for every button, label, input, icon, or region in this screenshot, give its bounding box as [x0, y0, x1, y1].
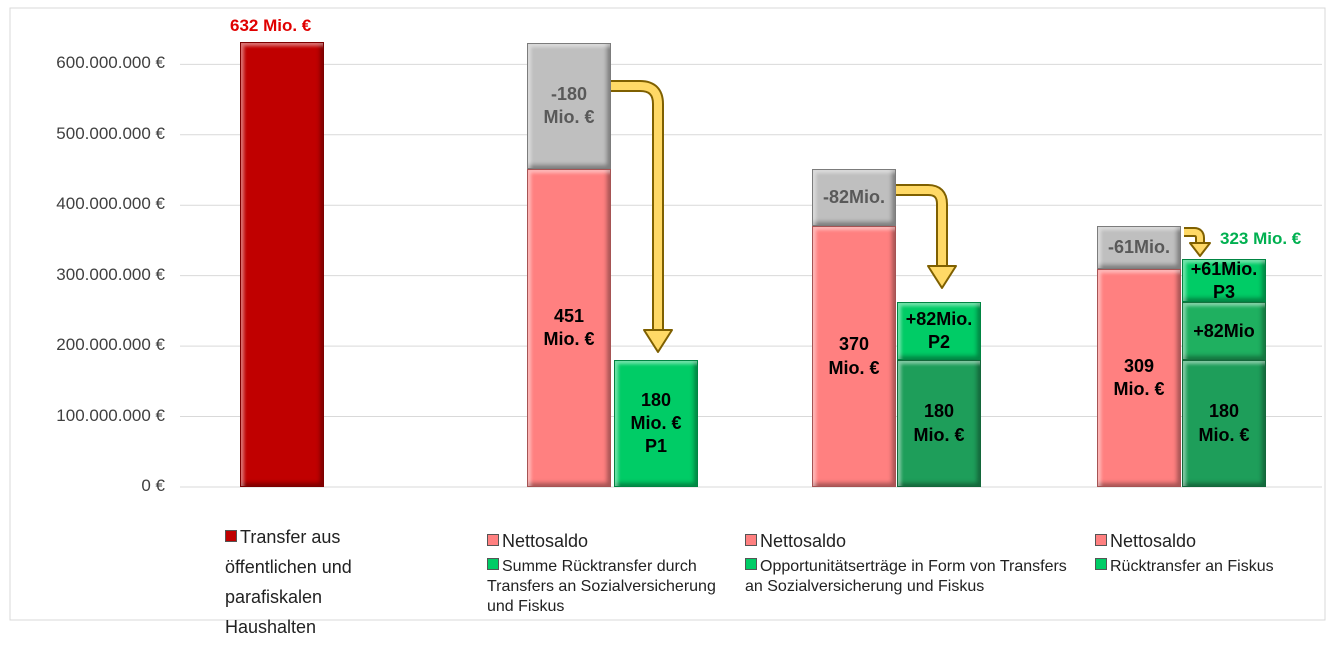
- legend-label: Rücktransfer an Fiskus: [1110, 558, 1274, 575]
- legend-entry: Nettosaldo: [1095, 530, 1335, 553]
- arrow: [895, 184, 948, 268]
- value-label: +61Mio. P3: [1190, 258, 1258, 302]
- bar-segment: 180 Mio. €: [1182, 360, 1266, 487]
- legend-label: Summe Rücktransfer durch Transfers an So…: [487, 558, 716, 615]
- bar-segment: 309 Mio. €: [1097, 269, 1181, 487]
- legend-entry: Opportunitätserträge in Form von Transfe…: [745, 557, 1085, 597]
- y-tick-label: 600.000.000 €: [56, 53, 165, 73]
- legend-label: Nettosaldo: [1110, 531, 1197, 551]
- legend-entry: Summe Rücktransfer durch Transfers an So…: [487, 557, 717, 617]
- y-tick-label: 400.000.000 €: [56, 194, 165, 214]
- bar-segment: -180 Mio. €: [527, 42, 611, 170]
- y-tick-label: 500.000.000 €: [56, 123, 165, 143]
- bar-segment: 370 Mio. €: [812, 226, 896, 487]
- y-tick-label: 0 €: [141, 476, 165, 495]
- value-label: -180 Mio. €: [543, 83, 595, 127]
- legend-swatch: [487, 558, 499, 570]
- value-label: 180 Mio. € P1: [630, 389, 682, 457]
- legend-label: Opportunitätserträge in Form von Transfe…: [745, 558, 1067, 595]
- value-label: -82Mio.: [823, 186, 886, 207]
- bar-segment: 180 Mio. €: [897, 360, 981, 487]
- legend-entry: Nettosaldo: [487, 530, 717, 553]
- value-label: +82Mio: [1193, 320, 1255, 341]
- value-label: 180 Mio. €: [1198, 401, 1250, 445]
- value-label: +82Mio. P2: [905, 308, 973, 353]
- bar-segment: [240, 41, 324, 487]
- arrow: [1184, 229, 1203, 244]
- legend-swatch: [1095, 558, 1107, 570]
- y-tick-label: 200.000.000 €: [56, 335, 165, 355]
- legend-swatch: [745, 534, 757, 546]
- bar-segment: +61Mio. P3: [1182, 259, 1266, 303]
- chart-border: [9, 7, 1326, 621]
- arrows: [590, 80, 1211, 353]
- legend-swatch: [487, 534, 499, 546]
- bar-segment: 180 Mio. € P1: [614, 360, 698, 487]
- legend-entry: Nettosaldo: [745, 530, 1085, 553]
- legend-label: Transfer aus öffentlichen und parafiskal…: [225, 527, 352, 637]
- total-label: 632 Mio. €: [230, 15, 312, 35]
- legend-label: Nettosaldo: [502, 531, 589, 551]
- value-label: 370 Mio. €: [828, 334, 880, 378]
- bar-segment: +82Mio: [1182, 302, 1266, 361]
- legend-swatch: [745, 558, 757, 570]
- arrow: [590, 82, 662, 332]
- bar-segment: +82Mio. P2: [897, 302, 981, 361]
- y-tick-label: 300.000.000 €: [56, 264, 165, 284]
- value-label: 309 Mio. €: [1113, 355, 1165, 400]
- arrow-head: [1189, 242, 1211, 257]
- arrow-head: [643, 329, 673, 353]
- legend-entry: Transfer aus öffentlichen und parafiskal…: [225, 522, 375, 642]
- bar-segment: 451 Mio. €: [527, 169, 611, 487]
- legend-swatch: [1095, 534, 1107, 546]
- legend-label: Nettosaldo: [760, 531, 847, 551]
- value-label: 180 Mio. €: [913, 401, 965, 445]
- y-tick-label: 100.000.000 €: [56, 405, 165, 425]
- arrow: [895, 186, 946, 268]
- arrow-head: [927, 265, 957, 289]
- total-label: 323 Mio. €: [1220, 229, 1302, 249]
- bar-segment: -82Mio.: [812, 168, 896, 227]
- legend-entry: Rücktransfer an Fiskus: [1095, 557, 1335, 577]
- value-label: 451 Mio. €: [543, 305, 595, 350]
- value-label: -61Mio.: [1108, 237, 1171, 258]
- bar-segment: -61Mio.: [1097, 226, 1181, 270]
- legend-swatch: [225, 530, 237, 542]
